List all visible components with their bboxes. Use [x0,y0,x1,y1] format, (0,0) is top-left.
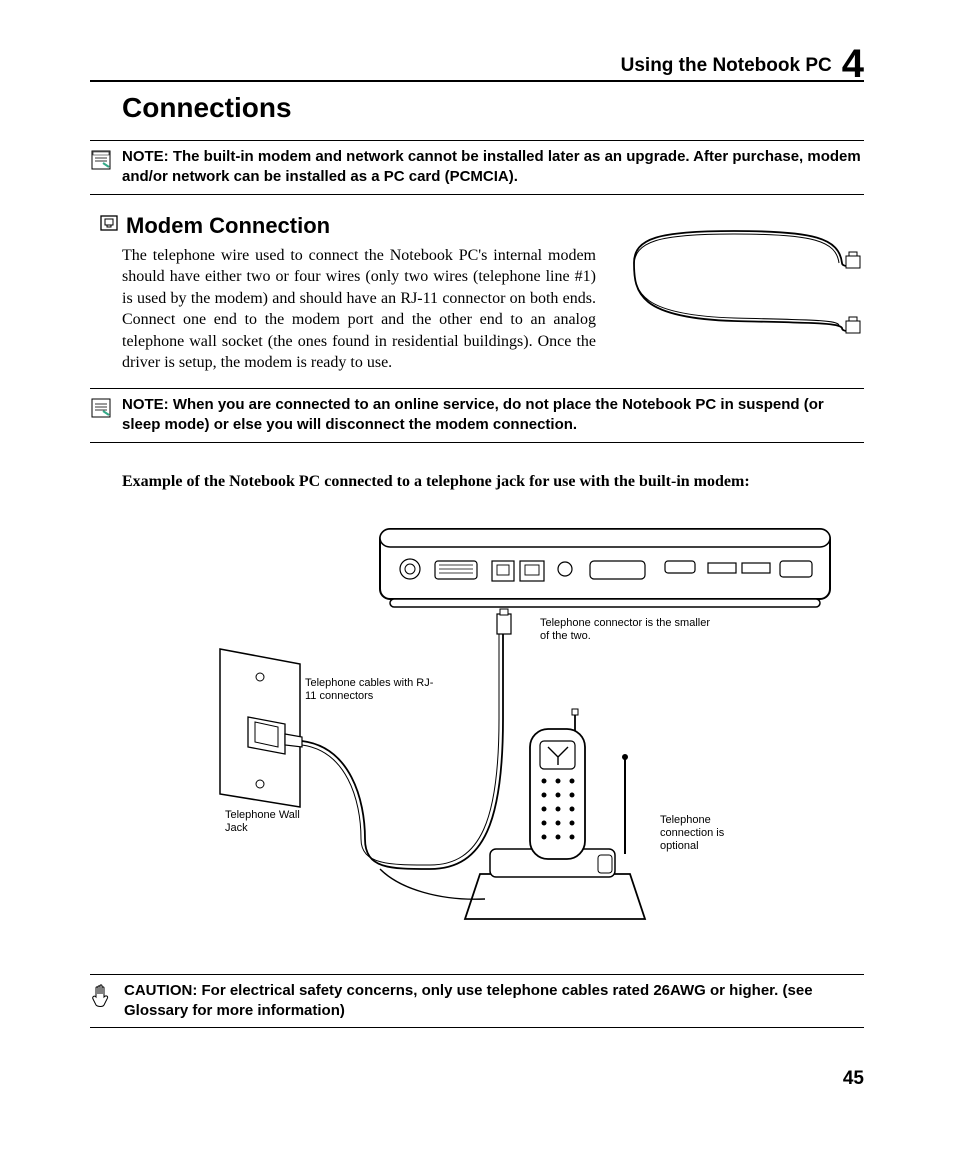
notebook-pc-illustration [380,529,830,607]
rj11-cable-illustration [614,223,864,375]
page-header: Using the Notebook PC 4 [90,38,864,82]
cable-label: Telephone cables with RJ-11 connectors [305,677,435,703]
hand-caution-icon [90,983,114,1014]
header-title: Using the Notebook PC [621,55,832,77]
modem-port-icon [100,215,118,236]
phone-illustration [465,709,645,919]
section-title: Connections [122,92,864,124]
note-text-1: NOTE: The built-in modem and network can… [122,147,864,188]
connector-note-label: Telephone connector is the smaller of th… [540,617,720,643]
note-icon [90,149,112,176]
note-block-2: NOTE: When you are connected to an onlin… [90,388,864,443]
wall-jack-illustration [220,649,302,807]
chapter-number: 4 [842,44,864,84]
note-text-2: NOTE: When you are connected to an onlin… [122,395,864,436]
example-heading: Example of the Notebook PC connected to … [122,473,864,491]
note-icon [90,397,112,424]
caution-block: CAUTION: For electrical safety concerns,… [90,974,864,1029]
connection-diagram: Telephone connector is the smaller of th… [90,519,864,944]
page-number: 45 [90,1068,864,1090]
subsection-body-text: The telephone wire used to connect the N… [122,245,596,375]
caution-text: CAUTION: For electrical safety concerns,… [124,981,864,1022]
subsection-title: Modem Connection [126,213,330,239]
wall-jack-label: Telephone Wall Jack [225,809,325,835]
note-block-1: NOTE: The built-in modem and network can… [90,140,864,195]
optional-note-label: Telephone connection is optional [660,814,760,854]
modem-connection-section: Modem Connection The telephone wire used… [90,213,864,375]
